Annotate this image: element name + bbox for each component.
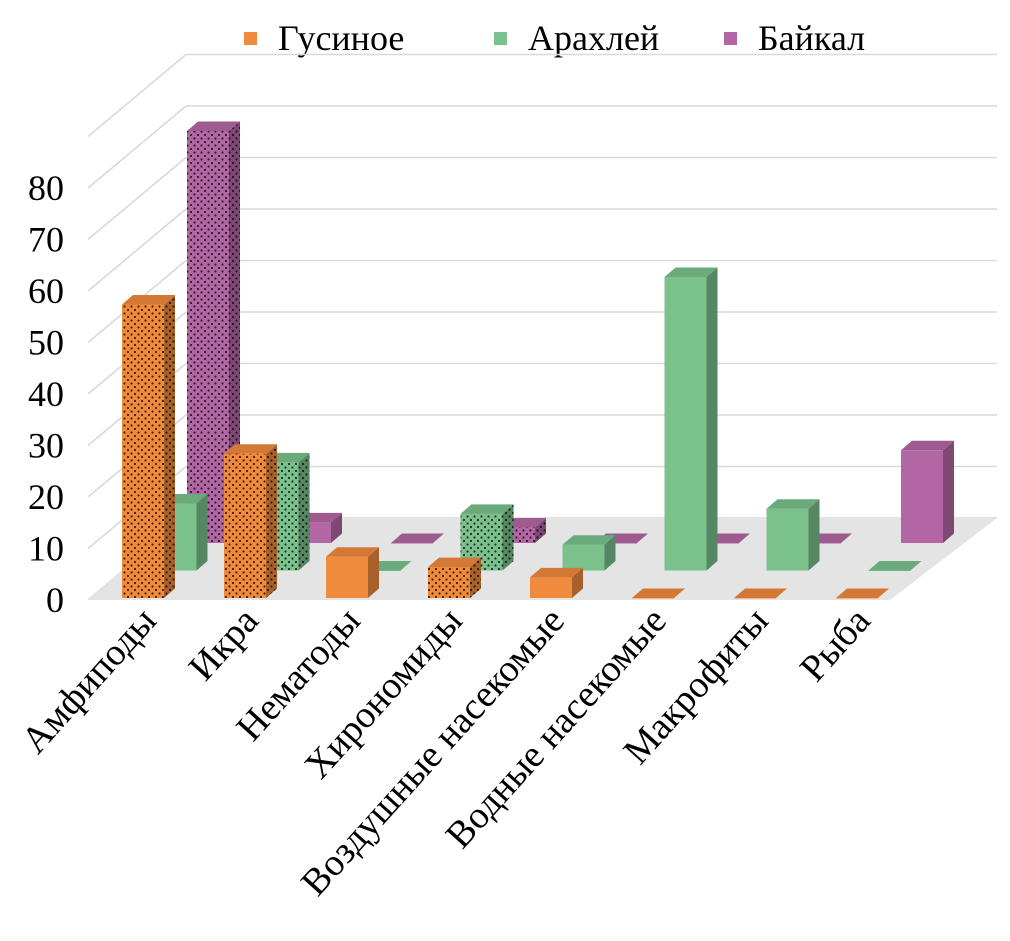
bar-s2-c7-top <box>766 499 820 509</box>
bar-s1-c4-side-texture <box>470 557 481 598</box>
bar-s2-c8 <box>868 561 922 571</box>
x-label-2: Икра <box>181 600 267 689</box>
x-axis-labels: Амфиподы ИкраНематодыХирономидыВоздушные … <box>13 600 878 904</box>
bar-s1-c1-texture <box>122 304 164 598</box>
y-axis-ticks: 0 10 20 30 40 50 60 70 80 <box>28 168 64 620</box>
bar-s3-c8 <box>901 440 954 543</box>
bar-s1-c6 <box>632 588 685 599</box>
bar-s3-c6-front <box>697 543 739 544</box>
x-label-8: Рыба <box>792 600 879 690</box>
bar-s3-c5-front <box>595 543 637 544</box>
bar-s1-c4-texture <box>428 567 470 598</box>
legend-label-3: Байкал <box>758 18 865 58</box>
bar-s3-c8-top <box>901 440 954 451</box>
bar-s1-c8-top <box>836 588 889 598</box>
bar-s1-c5-side <box>572 567 583 598</box>
bar-s1-c2 <box>224 444 277 598</box>
bar-s3-c8-front <box>901 450 943 543</box>
y-tick-20: 20 <box>28 477 64 517</box>
bar-s2-c4-side-texture <box>502 504 514 571</box>
bar-s3-c4-side-texture <box>535 518 546 543</box>
bar-s2-c8-front <box>868 570 911 571</box>
bar-s1-c1 <box>122 294 175 598</box>
bar-s1-c2-side-texture <box>266 444 277 598</box>
bar-s2-c7 <box>766 499 820 571</box>
bar-s1-c6-top <box>632 588 685 598</box>
legend-swatch-2 <box>494 32 507 45</box>
y-tick-40: 40 <box>28 374 64 414</box>
y-tick-80: 80 <box>28 168 64 208</box>
bar-s2-c8-top <box>868 561 922 571</box>
y-tick-60: 60 <box>28 271 64 311</box>
y-tick-10: 10 <box>28 529 64 569</box>
bar-s1-c4-top <box>428 557 481 568</box>
bar-s1-c3-side <box>368 547 379 598</box>
x-label-1: Амфиподы <box>13 600 164 762</box>
legend: Гусиное Арахлей Байкал <box>244 18 865 58</box>
bar-s2-c6-front <box>664 276 707 571</box>
bar-s3-c3 <box>391 533 444 544</box>
bar-s3-c8-side <box>943 440 954 543</box>
bar-s2-c5-front <box>562 544 605 571</box>
bar-s1-c5 <box>530 567 583 598</box>
bars <box>122 121 954 599</box>
bar-s1-c5-front <box>530 577 572 598</box>
bar-s1-c7-front <box>734 598 776 599</box>
bar-s3-c3-top <box>391 533 444 543</box>
bar-s3-c3-front <box>391 543 433 544</box>
bar-s3-c1-side-texture <box>229 121 240 543</box>
bar-s3-c1-texture <box>187 131 229 543</box>
bar-s2-c4-top <box>460 504 514 514</box>
bar-s1-c1-side-texture <box>164 294 175 598</box>
bar-s2-c3-front <box>358 570 401 571</box>
bar-s2-c2-side-texture <box>298 452 310 571</box>
bar-s1-c4 <box>428 557 481 598</box>
legend-swatch-1 <box>244 32 257 45</box>
bar-s2-c7-side <box>808 499 820 571</box>
bar-s2-c5 <box>562 535 616 571</box>
bar-s2-c6-top <box>664 267 718 277</box>
bar-s1-c7-top <box>734 588 787 598</box>
bar-s1-c3-front <box>326 556 368 598</box>
bar-s1-c2-texture <box>224 453 266 598</box>
legend-label-1: Гусиное <box>278 18 404 58</box>
bar-s1-c8 <box>836 588 889 599</box>
legend-label-2: Арахлей <box>528 18 659 58</box>
bar-s3-c7-front <box>799 543 841 544</box>
bar-s1-c1-top <box>122 294 175 305</box>
bar-s1-c8-front <box>836 598 878 599</box>
gridlines <box>87 53 997 601</box>
bar-s3-c1 <box>187 121 240 543</box>
bar-s3-c1-top <box>187 121 240 131</box>
bar-s1-c7 <box>734 588 787 599</box>
bar-s1-c5-top <box>530 567 583 578</box>
bar-s2-c6-side <box>706 267 718 571</box>
bar-s2-c1-side <box>196 494 208 571</box>
gridline-diag-90 <box>87 53 187 138</box>
y-tick-0: 0 <box>46 580 64 620</box>
y-tick-50: 50 <box>28 323 64 363</box>
bar-s2-c5-side <box>604 535 616 571</box>
legend-swatch-3 <box>724 32 737 45</box>
bar-s1-c6-front <box>632 598 674 599</box>
bar-s1-c3 <box>326 547 379 598</box>
gridline-diag-60 <box>87 208 187 292</box>
y-tick-30: 30 <box>28 426 64 466</box>
gridline-diag-70 <box>87 156 187 241</box>
bar-s2-c6 <box>664 267 718 571</box>
bar-s2-c7-front <box>766 508 809 571</box>
bar-s1-c2-top <box>224 444 277 454</box>
bar-s1-c3-top <box>326 547 379 557</box>
y-tick-70: 70 <box>28 220 64 260</box>
bar-s3-c2-side <box>331 512 342 543</box>
gridline-diag-80 <box>87 105 187 189</box>
bar-s2-c5-top <box>562 535 616 545</box>
